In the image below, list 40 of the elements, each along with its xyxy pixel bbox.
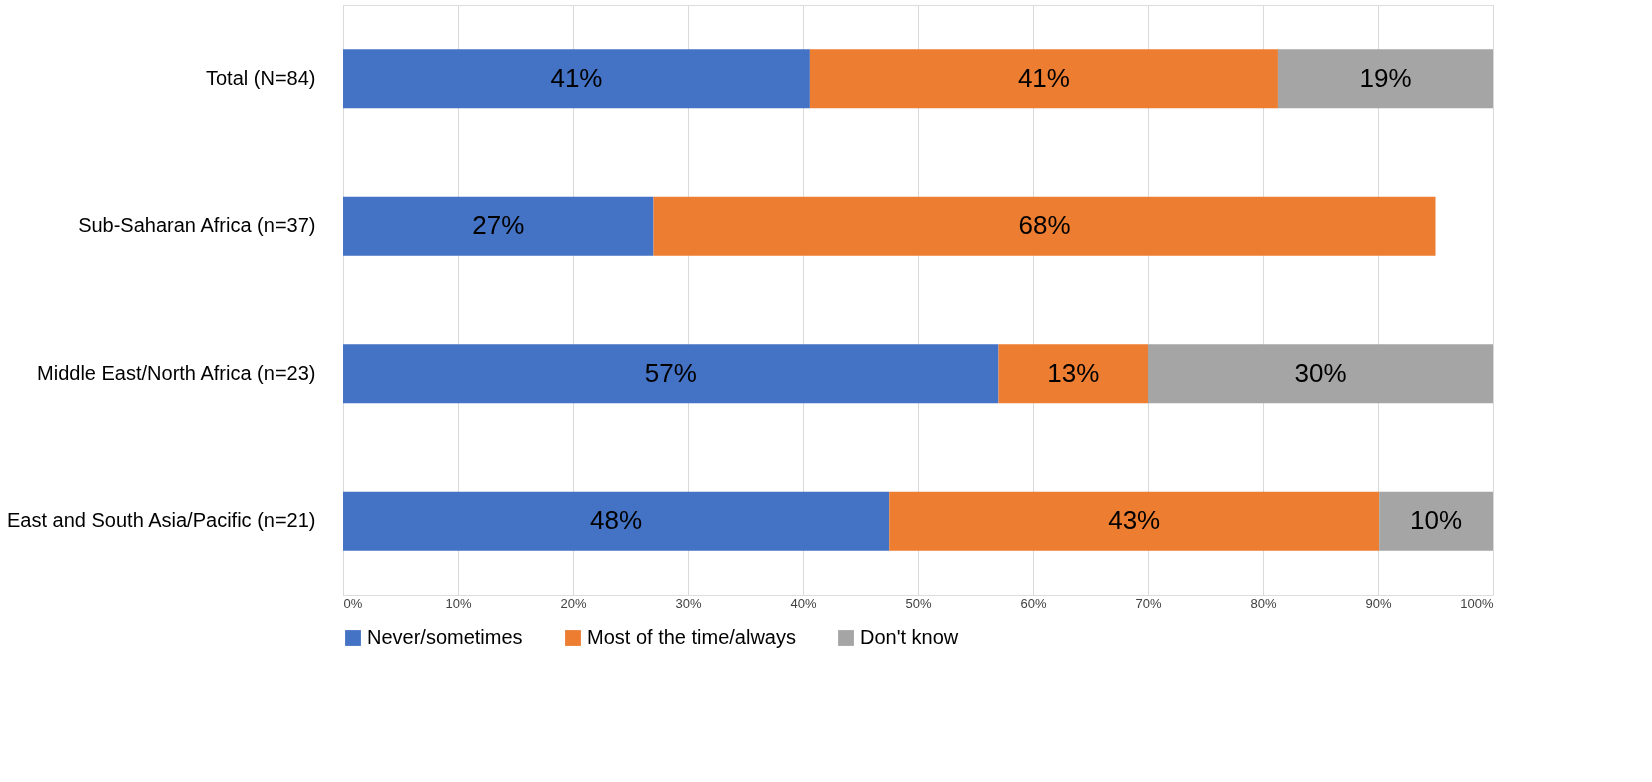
x-tick-label: 70% [1135,595,1162,611]
y-tick-label: East and South Asia/Pacific (n=21) [6,509,316,532]
y-tick-label: Middle East/North Africa (n=23) [37,361,316,384]
data-label: 30% [1294,357,1347,388]
data-label: 10% [1410,505,1463,536]
x-tick-label: 10% [445,595,472,611]
y-tick-label: Total (N=84) [206,66,316,89]
data-label: 13% [1047,357,1100,388]
bar [889,491,1380,551]
data-label: 57% [644,357,697,388]
bar [343,491,890,551]
bar [998,344,1148,404]
data-label: 48% [590,505,643,536]
data-label: 19% [1359,62,1412,93]
x-tick-label: 80% [1250,595,1277,611]
x-tick-label: 40% [790,595,817,611]
x-tick-label: 0% [343,595,363,611]
x-tick-label: 60% [1020,595,1047,611]
data-label: 68% [1018,210,1071,241]
y-tick-label: Sub-Saharan Africa (n=37) [78,214,316,237]
data-label: 41% [550,62,603,93]
data-label: 27% [472,210,525,241]
x-tick-label: 50% [905,595,932,611]
bar [653,196,1436,256]
legend-label: Never/sometimes [367,626,523,648]
bar [343,344,999,404]
legend-label: Most of the time/always [587,626,796,648]
bar [343,49,810,109]
bar [1148,344,1493,404]
bar [1379,491,1493,551]
x-tick-label: 30% [675,595,702,611]
bar [1277,49,1493,109]
bar [343,196,654,256]
data-label: 41% [1017,62,1070,93]
data-label: 43% [1108,505,1161,536]
legend-label: Don't know [860,626,959,648]
x-tick-label: 100% [1460,595,1494,611]
x-tick-label: 90% [1365,595,1392,611]
x-tick-label: 20% [560,595,587,611]
bar [809,49,1278,109]
